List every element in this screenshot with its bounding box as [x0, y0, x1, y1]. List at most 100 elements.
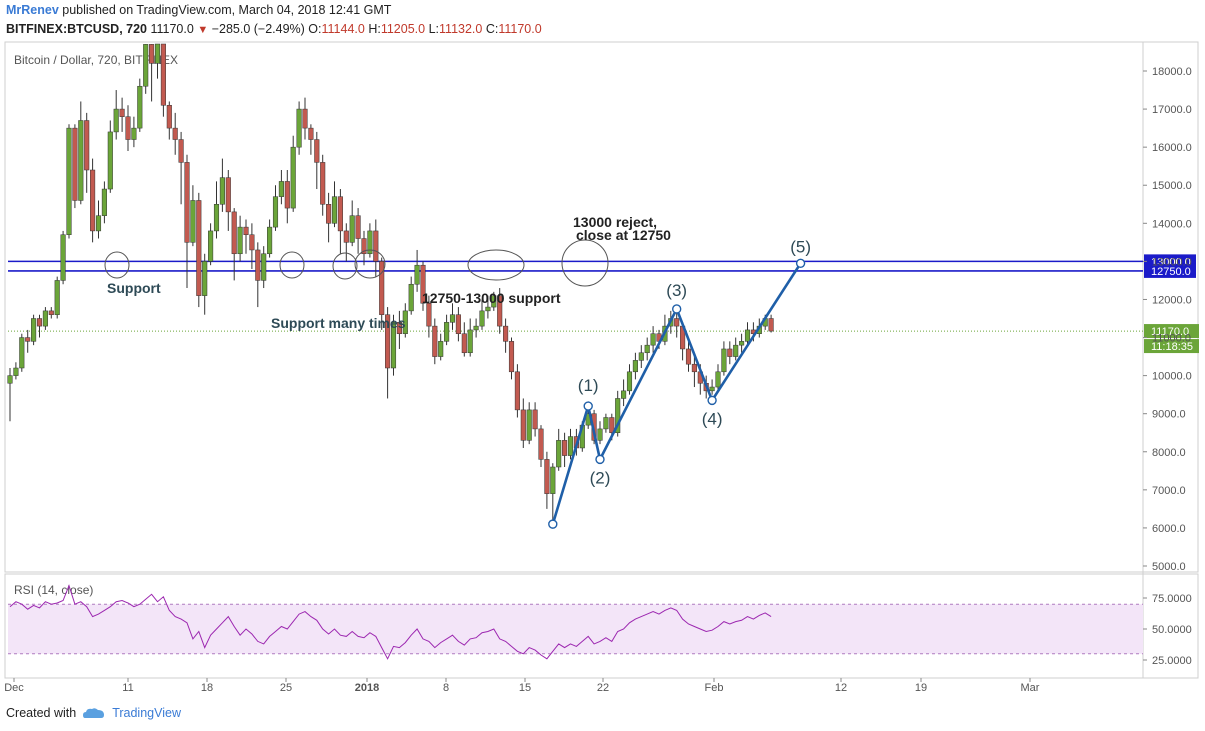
x-tick-label: 2018 [355, 682, 379, 694]
candle-up [272, 196, 279, 228]
candle-down [125, 116, 131, 140]
x-tick-label: 15 [519, 682, 531, 694]
close-value: 11170.0 [498, 22, 542, 36]
ohlc-legend: BITFINEX:BTCUSD, 720 11170.0 ▼ −285.0 (−… [6, 22, 542, 36]
wave-point [672, 304, 682, 314]
candle-up [13, 367, 19, 376]
open-label: O: [308, 22, 322, 36]
candle-down [196, 200, 202, 296]
candle-down [231, 211, 237, 255]
y-tick-label: 13000.0 [1152, 256, 1192, 268]
x-tick-label: 8 [443, 682, 449, 694]
tradingview-link[interactable]: TradingView [112, 706, 181, 720]
candle-up [408, 283, 414, 312]
candle-up [632, 360, 638, 373]
x-tick-label: 22 [597, 682, 609, 694]
candle-down [562, 440, 568, 456]
candle-up [290, 146, 296, 209]
candle-up [101, 188, 107, 216]
candle-up [296, 108, 302, 148]
candle-up [485, 306, 491, 312]
annotation-circle [279, 251, 305, 279]
candle-down [36, 318, 43, 327]
candle-up [31, 318, 37, 342]
candle-up [19, 337, 25, 369]
y-tick-label: 11000.0 [1152, 333, 1191, 345]
chart-title: Bitcoin / Dollar, 720, BITFINEX [14, 53, 178, 67]
y-tick-label: 7000.0 [1152, 485, 1186, 497]
candle-up [113, 108, 119, 133]
annotation-text: close at 12750 [576, 227, 671, 243]
candle-down [685, 348, 692, 365]
candle-up [597, 428, 603, 441]
countdown-label: 11:18:35 [1151, 341, 1193, 353]
candle-down [308, 127, 314, 140]
candle-down [520, 409, 526, 441]
x-tick-label: Mar [1021, 682, 1040, 694]
candle-down [119, 108, 125, 117]
candle-up [744, 329, 751, 342]
rsi-tick-label: 25.0000 [1152, 655, 1192, 667]
candle-up [95, 215, 102, 232]
candle-down [355, 215, 361, 239]
candle-down [544, 459, 550, 494]
candle-down [284, 181, 290, 209]
candle-down [420, 264, 426, 304]
candle-up [331, 196, 338, 224]
high-label: H: [368, 22, 381, 36]
created-with-text: Created with [6, 706, 77, 720]
candle-up [414, 264, 420, 285]
y-tick-label: 14000.0 [1152, 218, 1192, 230]
wave-label: (3) [666, 281, 687, 300]
wave-line [551, 262, 802, 525]
candle-up [78, 120, 84, 201]
last-price-label: 11170.0 [1151, 326, 1189, 338]
candle-down [84, 120, 90, 171]
wave-point [795, 258, 806, 268]
candle-down [302, 108, 308, 129]
main-pane-frame [4, 41, 1199, 573]
level-price-label: 12750.0 [1151, 266, 1191, 278]
candle-down [768, 318, 774, 332]
candle-up [626, 371, 633, 392]
last-price-tag [1144, 324, 1199, 339]
candle-down [178, 139, 184, 163]
candle-up [154, 43, 161, 64]
candle-up [715, 371, 721, 388]
y-tick-label: 10000.0 [1152, 371, 1192, 383]
symbol-label: BITFINEX:BTCUSD, 720 [6, 22, 147, 36]
publish-info: MrRenev published on TradingView.com, Ma… [6, 3, 391, 17]
candle-up [615, 398, 621, 433]
rsi-pane-frame [4, 573, 1199, 679]
candle-down [149, 44, 155, 64]
candle-down [320, 162, 326, 205]
annotation-text: 13000 reject, [573, 214, 657, 230]
last-price: 11170.0 [150, 22, 194, 36]
candle-down [426, 303, 432, 327]
y-tick-label: 8000.0 [1152, 447, 1186, 459]
candle-down [326, 204, 332, 224]
x-tick-label: 18 [201, 682, 213, 694]
candle-up [644, 344, 650, 354]
x-tick-label: 25 [280, 682, 292, 694]
level-price-tag [1144, 263, 1196, 278]
candle-up [137, 85, 143, 129]
candle-down [497, 295, 503, 327]
rsi-label: RSI (14, close) [14, 583, 93, 597]
candle-up [449, 314, 456, 323]
candle-down [691, 363, 697, 373]
candle-up [721, 348, 727, 373]
candle-up [267, 226, 273, 255]
annotation-circle [467, 249, 525, 281]
candle-down [48, 310, 54, 315]
candle-up [278, 181, 284, 197]
author-link[interactable]: MrRenev [6, 3, 59, 17]
candle-up [709, 386, 715, 392]
low-value: 11132.0 [439, 22, 483, 36]
y-tick-label: 12000.0 [1152, 294, 1192, 306]
y-tick-label: 17000.0 [1152, 104, 1192, 116]
candle-up [107, 131, 113, 190]
wave-label: (4) [702, 409, 723, 428]
candle-down [25, 337, 31, 342]
